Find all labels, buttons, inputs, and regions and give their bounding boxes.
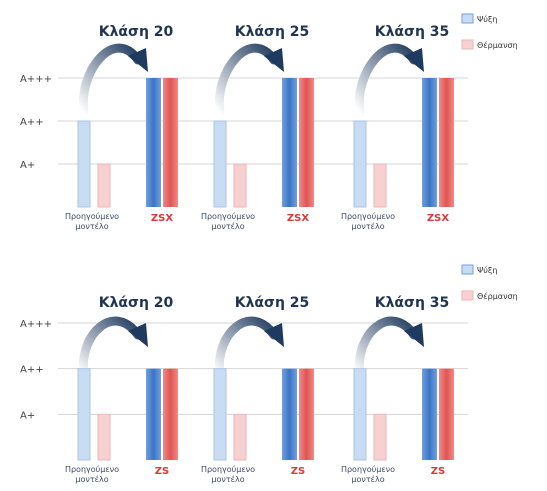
class-label: Κλάση 25 xyxy=(235,295,310,311)
category-label: μοντέλο xyxy=(351,221,384,231)
bar-heating-new xyxy=(163,78,178,207)
bar-heating-new xyxy=(439,368,454,460)
category-label: Προηγούμενο xyxy=(65,211,119,221)
curved-arrow xyxy=(78,43,143,117)
legend-swatch-cooling xyxy=(461,13,474,24)
arrow-head xyxy=(404,48,424,72)
category-label: μοντέλο xyxy=(211,474,244,484)
category-label: ZSX xyxy=(287,213,309,224)
category-label: ZSX xyxy=(151,213,173,224)
category-label: μοντέλο xyxy=(351,474,384,484)
bar-cooling-previous xyxy=(213,368,227,461)
y-tick-label: A+++ xyxy=(20,74,52,85)
class-label: Κλάση 35 xyxy=(375,295,450,311)
curved-arrow xyxy=(354,316,419,380)
arrow-head xyxy=(128,48,148,72)
category-label: Προηγούμενο xyxy=(201,211,255,221)
legend-swatch-cooling xyxy=(461,264,474,275)
category-label: Προηγούμενο xyxy=(65,464,119,474)
y-tick-label: A++ xyxy=(20,365,44,376)
curved-arrow xyxy=(214,43,279,117)
bar-heating-new xyxy=(163,368,178,460)
curved-arrow xyxy=(354,43,419,117)
category-label: μοντέλο xyxy=(75,221,108,231)
bar-cooling-new xyxy=(146,78,161,207)
bar-cooling-previous xyxy=(353,368,367,461)
category-label: ZS xyxy=(155,466,169,477)
category-label: ZSX xyxy=(427,213,449,224)
class-label: Κλάση 25 xyxy=(235,24,310,40)
bar-cooling-new xyxy=(282,368,297,460)
bar-heating-previous xyxy=(233,163,247,208)
arrow-head xyxy=(404,323,424,347)
y-tick-label: A+ xyxy=(20,410,35,421)
bar-cooling-previous xyxy=(77,368,91,461)
category-label: μοντέλο xyxy=(211,221,244,231)
legend-swatch-heating xyxy=(461,39,474,50)
category-label: Προηγούμενο xyxy=(341,211,395,221)
chart-zsx: A+A++A+++Κλάση 20ΠροηγούμενομοντέλοZSXΚλ… xyxy=(20,13,518,231)
category-label: Προηγούμενο xyxy=(341,464,395,474)
bar-heating-previous xyxy=(373,163,387,208)
bar-heating-new xyxy=(299,78,314,207)
bar-cooling-previous xyxy=(353,120,367,208)
bar-cooling-new xyxy=(282,78,297,207)
bar-heating-previous xyxy=(373,413,387,461)
y-tick-label: A+ xyxy=(20,160,35,171)
arrow-head xyxy=(264,48,284,72)
class-label: Κλάση 20 xyxy=(99,24,174,40)
curved-arrow xyxy=(214,316,279,380)
category-label: Προηγούμενο xyxy=(201,464,255,474)
bar-cooling-new xyxy=(422,368,437,460)
class-label: Κλάση 20 xyxy=(99,295,174,311)
class-label: Κλάση 35 xyxy=(375,24,450,40)
y-tick-label: A++ xyxy=(20,117,44,128)
category-label: ZS xyxy=(291,466,305,477)
y-tick-label: A+++ xyxy=(20,319,52,330)
arrow-head xyxy=(264,323,284,347)
curved-arrow xyxy=(78,316,143,380)
bar-cooling-previous xyxy=(77,120,91,208)
legend-label: Ψύξη xyxy=(477,265,497,275)
arrow-head xyxy=(128,323,148,347)
category-label: μοντέλο xyxy=(75,474,108,484)
legend-swatch-heating xyxy=(461,290,474,301)
chart-zs: A+A++A+++Κλάση 20ΠροηγούμενομοντέλοZSΚλά… xyxy=(20,264,518,484)
bar-heating-previous xyxy=(233,413,247,461)
bar-cooling-new xyxy=(146,368,161,460)
bar-heating-previous xyxy=(97,413,111,461)
legend-label: Θέρμανση xyxy=(477,291,518,301)
legend-label: Ψύξη xyxy=(477,14,497,24)
bar-heating-new xyxy=(299,368,314,460)
category-label: ZS xyxy=(431,466,445,477)
bar-cooling-new xyxy=(422,78,437,207)
bar-heating-previous xyxy=(97,163,111,208)
bar-cooling-previous xyxy=(213,120,227,208)
bar-heating-new xyxy=(439,78,454,207)
legend-label: Θέρμανση xyxy=(477,40,518,50)
